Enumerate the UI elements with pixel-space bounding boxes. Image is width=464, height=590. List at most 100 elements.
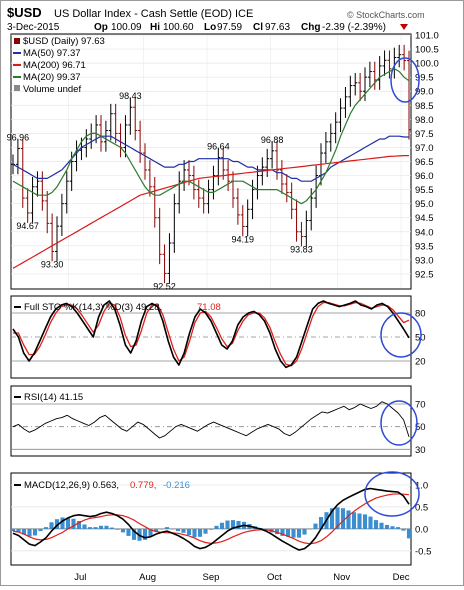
macd-histogram-bar <box>236 520 241 529</box>
index-name: US Dollar Index - Cash Settle (EOD) ICE <box>54 8 253 20</box>
macd-histogram-bar <box>340 508 346 529</box>
price-annotation: 93.83 <box>290 245 313 255</box>
macd-histogram-bar <box>131 528 137 540</box>
macd-histogram-bar <box>203 528 208 534</box>
price-tick-label: 96.0 <box>415 171 434 182</box>
macd-histogram-bar <box>318 517 324 529</box>
ma200-legend-label: MA(200) 96.71 <box>23 60 86 71</box>
symbol-title: $USD <box>7 5 42 20</box>
sto-highlight-circle <box>380 312 422 358</box>
macd-histogram-bar <box>219 522 225 529</box>
macd-histogram-bar <box>82 524 87 529</box>
price-annotation: 96.64 <box>207 142 230 152</box>
macd-histogram-bar <box>401 528 406 531</box>
macd-histogram-bar <box>296 528 302 538</box>
macd-histogram-bar <box>395 527 401 529</box>
macd-histogram-bar <box>384 524 390 529</box>
macd-histogram-bar <box>164 527 170 529</box>
open-label: Op <box>94 22 108 33</box>
macd-histogram-bar <box>175 528 181 532</box>
price-tick-label: 93.0 <box>415 255 434 266</box>
price-tick-label: 93.5 <box>415 241 434 252</box>
price-annotation: 94.67 <box>16 221 39 231</box>
macd-legend-signal: 0.779, <box>130 480 156 491</box>
macd-histogram-bar <box>65 517 71 529</box>
price-annotation: 94.19 <box>232 234 255 244</box>
low-value: 97.59 <box>217 22 242 33</box>
macd-histogram-bar <box>302 528 307 535</box>
macd-histogram-bar <box>390 526 395 529</box>
macd-histogram-bar <box>104 525 109 529</box>
high-value: 100.60 <box>163 22 194 33</box>
macd-histogram-bar <box>214 525 219 529</box>
ma50-line <box>12 135 409 182</box>
high-label: Hi <box>150 22 160 33</box>
price-tick-label: 92.5 <box>415 269 434 280</box>
price-tick-label: 99.0 <box>415 87 434 98</box>
price-annotation: 98.43 <box>119 91 142 101</box>
price-tick-label: 101.0 <box>415 31 439 42</box>
price-tick-label: 97.5 <box>415 129 434 140</box>
ma20-legend-label: MA(20) 99.37 <box>23 72 81 83</box>
sto-k-line <box>12 300 410 369</box>
ma200-line <box>12 155 409 269</box>
macd-histogram-bar <box>49 522 54 529</box>
macd-histogram-bar <box>280 528 285 536</box>
macd-histogram-bar <box>192 528 197 538</box>
close-value: 97.63 <box>265 22 290 33</box>
price-tick-label: 97.0 <box>415 143 434 154</box>
macd-histogram-bar <box>159 528 164 530</box>
macd-histogram-bar <box>362 514 368 529</box>
change-value: -2.39 (-2.39%) <box>322 22 386 33</box>
watermark: © StockCharts.com <box>347 10 425 20</box>
macd-histogram-bar <box>346 510 351 529</box>
macd-tick-label: -0.5 <box>415 546 431 557</box>
macd-histogram-bar <box>10 528 16 532</box>
macd-histogram-bar <box>109 527 115 529</box>
sto-legend-d-value: 71.08 <box>197 302 221 313</box>
change-label: Chg <box>301 22 320 33</box>
macd-histogram-bar <box>329 508 335 529</box>
macd-histogram-bar <box>148 528 153 536</box>
macd-legend-hist: -0.216 <box>163 480 190 491</box>
macd-histogram-bar <box>27 528 32 537</box>
macd-histogram-bar <box>373 520 379 529</box>
macd-tick-label: 1.0 <box>415 480 428 491</box>
macd-histogram-bar <box>274 528 280 535</box>
macd-histogram-bar <box>351 512 357 529</box>
rsi-highlight-circle <box>380 400 418 446</box>
macd-histogram-bar <box>126 528 131 536</box>
macd-legend-label: MACD(12,26,9) 0.563, <box>24 480 119 491</box>
price-annotation: 96.96 <box>7 133 30 143</box>
macd-histogram-bar <box>291 528 296 538</box>
macd-histogram-bar <box>313 523 318 529</box>
sto-tick-label: 80 <box>415 309 426 320</box>
price-annotation: 96.88 <box>261 135 284 145</box>
macd-histogram-bar <box>285 528 291 537</box>
macd-histogram-bar <box>230 520 236 529</box>
macd-histogram-bar <box>379 522 384 529</box>
macd-histogram-bar <box>93 527 98 529</box>
sto-legend-label: Full STO %K(14,3) %D(3) 49.28, <box>24 302 162 313</box>
close-label: Cl <box>253 22 263 33</box>
rsi-tick-label: 30 <box>415 445 426 456</box>
month-tick-label: Sep <box>203 572 220 583</box>
ma50-legend-label: MA(50) 97.37 <box>23 48 81 59</box>
sto-tick-label: 20 <box>415 357 426 368</box>
macd-tick-label: 0.0 <box>415 524 428 535</box>
macd-histogram-bar <box>16 528 21 533</box>
month-tick-label: Nov <box>333 572 350 583</box>
month-tick-label: Jul <box>74 572 86 583</box>
macd-histogram-bar <box>32 528 38 536</box>
macd-histogram-bar <box>307 528 313 530</box>
macd-histogram-bar <box>170 528 175 530</box>
month-tick-label: Aug <box>139 572 156 583</box>
down-arrow-icon <box>400 24 408 30</box>
macd-histogram-bar <box>368 516 373 529</box>
macd-histogram-bar <box>153 528 159 532</box>
price-legend-swatch <box>14 38 20 44</box>
macd-histogram-bar <box>115 528 120 530</box>
month-tick-label: Dec <box>393 572 410 583</box>
macd-histogram-bar <box>60 517 65 529</box>
